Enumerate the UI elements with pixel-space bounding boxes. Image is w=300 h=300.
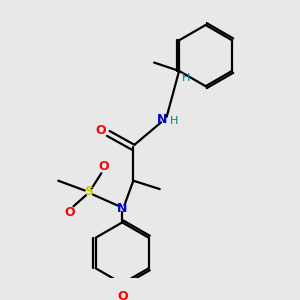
Text: H: H [169, 116, 178, 126]
Text: N: N [157, 113, 168, 126]
Text: O: O [99, 160, 110, 173]
Text: N: N [117, 202, 128, 215]
Text: S: S [84, 185, 93, 198]
Text: O: O [95, 124, 106, 137]
Text: O: O [117, 290, 128, 300]
Text: H: H [182, 73, 190, 83]
Text: O: O [64, 206, 75, 219]
